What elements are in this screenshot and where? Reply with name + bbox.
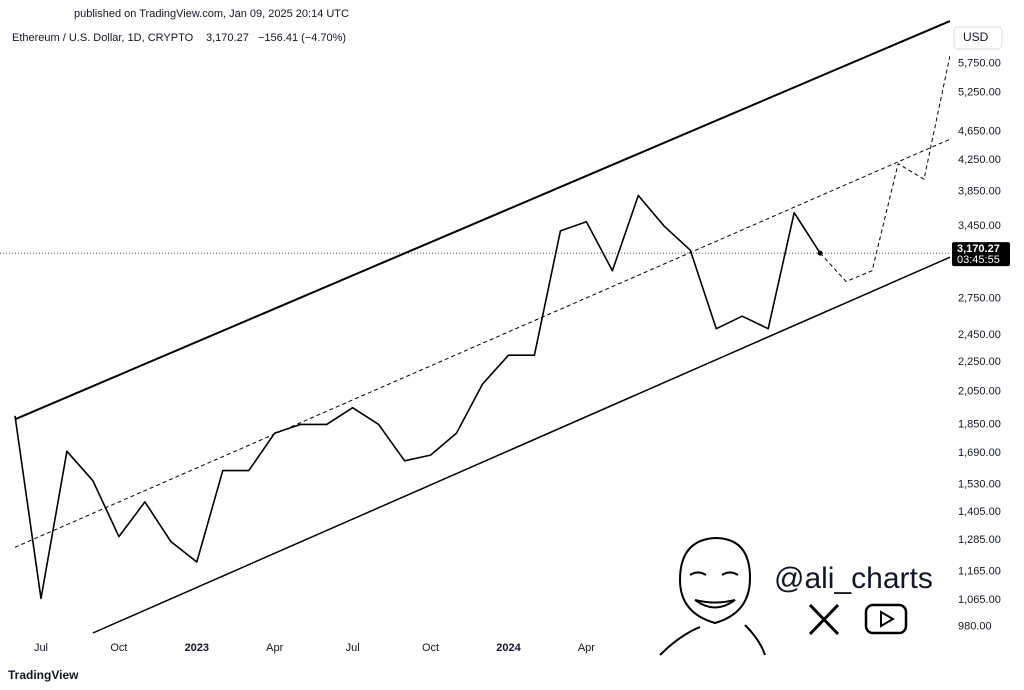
series-line <box>14 20 950 421</box>
x-tick-label: 2024 <box>496 642 521 654</box>
y-tick-label: 2,050.00 <box>958 386 1001 398</box>
x-tick-label: Apr <box>266 642 283 654</box>
last-point <box>817 250 823 256</box>
x-icon[interactable] <box>808 603 840 636</box>
price-tag-timer: 03:45:55 <box>957 254 1000 266</box>
price-tag <box>952 242 1010 267</box>
y-tick-label: 5,250.00 <box>958 87 1001 99</box>
brand: TradingView <box>8 668 79 682</box>
x-tick-label: Apr <box>578 642 595 654</box>
currency[interactable]: USD <box>963 30 989 44</box>
y-tick-label: 5,750.00 <box>958 58 1001 70</box>
series-line <box>819 55 950 282</box>
y-tick-label: 1,530.00 <box>958 479 1001 491</box>
x-tick-label: Oct <box>110 642 127 654</box>
chart-title: Ethereum / U.S. Dollar, 1D, CRYPTO <box>12 32 194 44</box>
y-tick-label: 1,285.00 <box>958 534 1001 546</box>
series-line <box>92 256 950 634</box>
watermark-face <box>659 536 766 656</box>
y-tick-label: 2,450.00 <box>958 329 1001 341</box>
published-note: published on TradingView.com, Jan 09, 20… <box>74 8 349 20</box>
watermark-handle: @ali_charts <box>774 562 933 595</box>
y-tick-label: 3,850.00 <box>958 185 1001 197</box>
y-tick-label: 1,405.00 <box>958 506 1001 518</box>
y-tick-label: 4,650.00 <box>958 125 1001 137</box>
price-tag-label: 3,170.27 <box>957 243 1000 255</box>
y-tick-label: 980.00 <box>958 620 992 632</box>
y-tick-label: 2,750.00 <box>958 292 1001 304</box>
series-line <box>14 194 821 600</box>
youtube-icon[interactable] <box>864 603 908 635</box>
x-tick-label: 2023 <box>185 642 209 654</box>
y-tick-label: 1,165.00 <box>958 565 1001 577</box>
series-line <box>14 138 950 548</box>
y-tick-label: 3,450.00 <box>958 220 1001 232</box>
y-tick-label: 4,250.00 <box>958 154 1001 166</box>
x-tick-label: Jul <box>34 642 48 654</box>
y-tick-label: 1,065.00 <box>958 594 1001 606</box>
y-tick-label: 1,690.00 <box>958 447 1001 459</box>
y-tick-label: 2,250.00 <box>958 356 1001 368</box>
x-tick-label: Oct <box>422 642 439 654</box>
ticker-change: −156.41 (−4.70%) <box>258 32 346 44</box>
y-tick-label: 1,850.00 <box>958 418 1001 430</box>
ticker-price: 3,170.27 <box>206 32 249 44</box>
currency-box[interactable] <box>953 26 1003 50</box>
x-tick-label: Jul <box>346 642 360 654</box>
